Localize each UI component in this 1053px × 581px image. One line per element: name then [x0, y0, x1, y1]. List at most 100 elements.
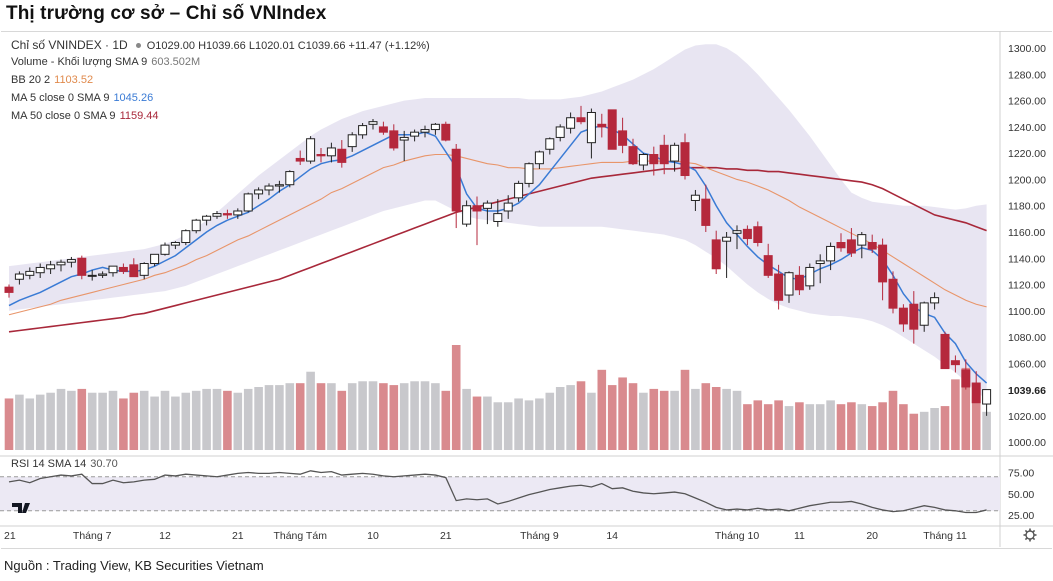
- legend-volume[interactable]: Volume - Khối lượng SMA 9 603.502M: [11, 56, 200, 68]
- candle-body: [534, 151, 544, 165]
- volume-bar: [4, 398, 14, 450]
- price-tick-label: 1240.00: [1008, 122, 1046, 134]
- legend-bb[interactable]: BB 20 2 1103.52: [11, 74, 93, 86]
- volume-bar: [493, 402, 503, 450]
- candle-body: [982, 389, 992, 405]
- volume-bar: [618, 377, 627, 450]
- x-tick-label: 10: [367, 530, 379, 542]
- candle-body: [472, 205, 482, 212]
- candle-body: [98, 273, 108, 276]
- candle-body: [181, 230, 191, 243]
- volume-bar: [753, 400, 763, 450]
- candle-body: [170, 242, 180, 246]
- candle-body: [25, 270, 35, 276]
- candle-body: [389, 130, 399, 149]
- candle-body: [950, 360, 960, 366]
- candle-body: [670, 144, 680, 162]
- candle-body: [711, 239, 721, 270]
- volume-bar: [295, 383, 305, 450]
- candle-body: [264, 185, 274, 191]
- legend-ma50-label: MA 50 close 0 SMA 9: [11, 110, 116, 122]
- gear-tooth: [1024, 529, 1028, 533]
- volume-bar: [98, 392, 107, 450]
- volume-bar: [472, 396, 482, 450]
- legend-bb-value: 1103.52: [54, 74, 94, 86]
- price-tick-label: 1060.00: [1008, 358, 1046, 370]
- candle-body: [888, 278, 898, 309]
- volume-bar: [919, 411, 929, 450]
- price-tick-label: 1280.00: [1008, 69, 1046, 81]
- legend-bb-label: BB 20 2: [11, 74, 51, 86]
- volume-bar: [410, 381, 419, 450]
- candle-body: [826, 245, 836, 262]
- candle-body: [867, 242, 877, 250]
- candle-body: [139, 263, 149, 276]
- candle-body: [514, 182, 524, 199]
- candle-body: [794, 274, 804, 291]
- legend-ma5[interactable]: MA 5 close 0 SMA 9 1045.26: [11, 92, 153, 104]
- price-tick-label: 1140.00: [1008, 253, 1045, 265]
- candlestick-chart[interactable]: 1300.00 1280.00 1260.00 1240.00 1220.00 1200.…: [0, 31, 1053, 547]
- gear-tooth: [1024, 537, 1028, 541]
- candle-body: [555, 126, 565, 138]
- volume-bar: [129, 392, 139, 450]
- candle-body: [722, 236, 732, 242]
- volume-bar: [659, 390, 669, 450]
- candle-body: [846, 239, 856, 254]
- candle-body: [857, 234, 867, 246]
- candle-body: [597, 123, 607, 128]
- market-status-icon: [135, 43, 141, 49]
- volume-bar: [774, 400, 783, 450]
- legend-rsi[interactable]: RSI 14 SMA 14 30.70: [11, 458, 118, 470]
- volume-bar: [576, 381, 586, 450]
- volume-bar: [971, 396, 981, 450]
- volume-bar: [420, 381, 430, 450]
- volume-bar: [743, 404, 752, 450]
- volume-bar: [306, 371, 315, 450]
- candle-body: [909, 303, 919, 330]
- volume-bar: [815, 404, 825, 450]
- volume-bar: [628, 383, 638, 450]
- legend-symbol[interactable]: Chỉ số VNINDEX · 1D: [11, 38, 128, 52]
- candle-body: [150, 253, 160, 265]
- settings-gear-icon[interactable]: [1023, 528, 1037, 542]
- candle-body: [441, 123, 451, 141]
- volume-bar: [316, 383, 326, 450]
- rsi-band: [0, 476, 1000, 511]
- x-tick-label: Tháng 10: [715, 530, 760, 542]
- volume-bar: [462, 388, 471, 450]
- volume-bar: [77, 388, 87, 450]
- candle-body: [971, 382, 981, 404]
- x-tick-label: 21: [440, 530, 452, 542]
- volume-bar: [441, 390, 451, 450]
- volume-bar: [982, 411, 991, 450]
- price-tick-label: 1000.00: [1008, 437, 1046, 449]
- candle-body: [576, 117, 586, 123]
- volume-bar: [763, 404, 773, 450]
- volume-bar: [347, 383, 357, 450]
- candle-body: [4, 286, 14, 293]
- x-tick-label: 20: [866, 530, 878, 542]
- rsi-tick-label: 50.00: [1008, 489, 1034, 501]
- x-tick-label: Tháng 9: [520, 530, 559, 542]
- gear-ring: [1025, 530, 1035, 540]
- candle-body: [815, 260, 825, 265]
- volume-bar: [46, 392, 55, 450]
- candle-body: [784, 272, 794, 296]
- legend-ma50[interactable]: MA 50 close 0 SMA 9 1159.44: [11, 110, 159, 122]
- volume-bar: [951, 379, 960, 450]
- legend-volume-value: 603.502M: [151, 56, 201, 68]
- price-tick-label: 1180.00: [1008, 201, 1045, 213]
- x-tick-label: Tháng 7: [73, 530, 112, 542]
- volume-bar: [701, 383, 711, 450]
- candle-body: [628, 146, 638, 165]
- volume-bar: [514, 398, 523, 450]
- chart-frame: [1, 31, 1052, 549]
- volume-bar: [56, 388, 66, 450]
- last-price-box: [1003, 382, 1049, 399]
- volume-bar: [670, 390, 679, 450]
- volume-bar: [368, 381, 378, 450]
- candle-body: [586, 111, 596, 144]
- volume-bar: [847, 402, 856, 450]
- candle-body: [129, 264, 139, 278]
